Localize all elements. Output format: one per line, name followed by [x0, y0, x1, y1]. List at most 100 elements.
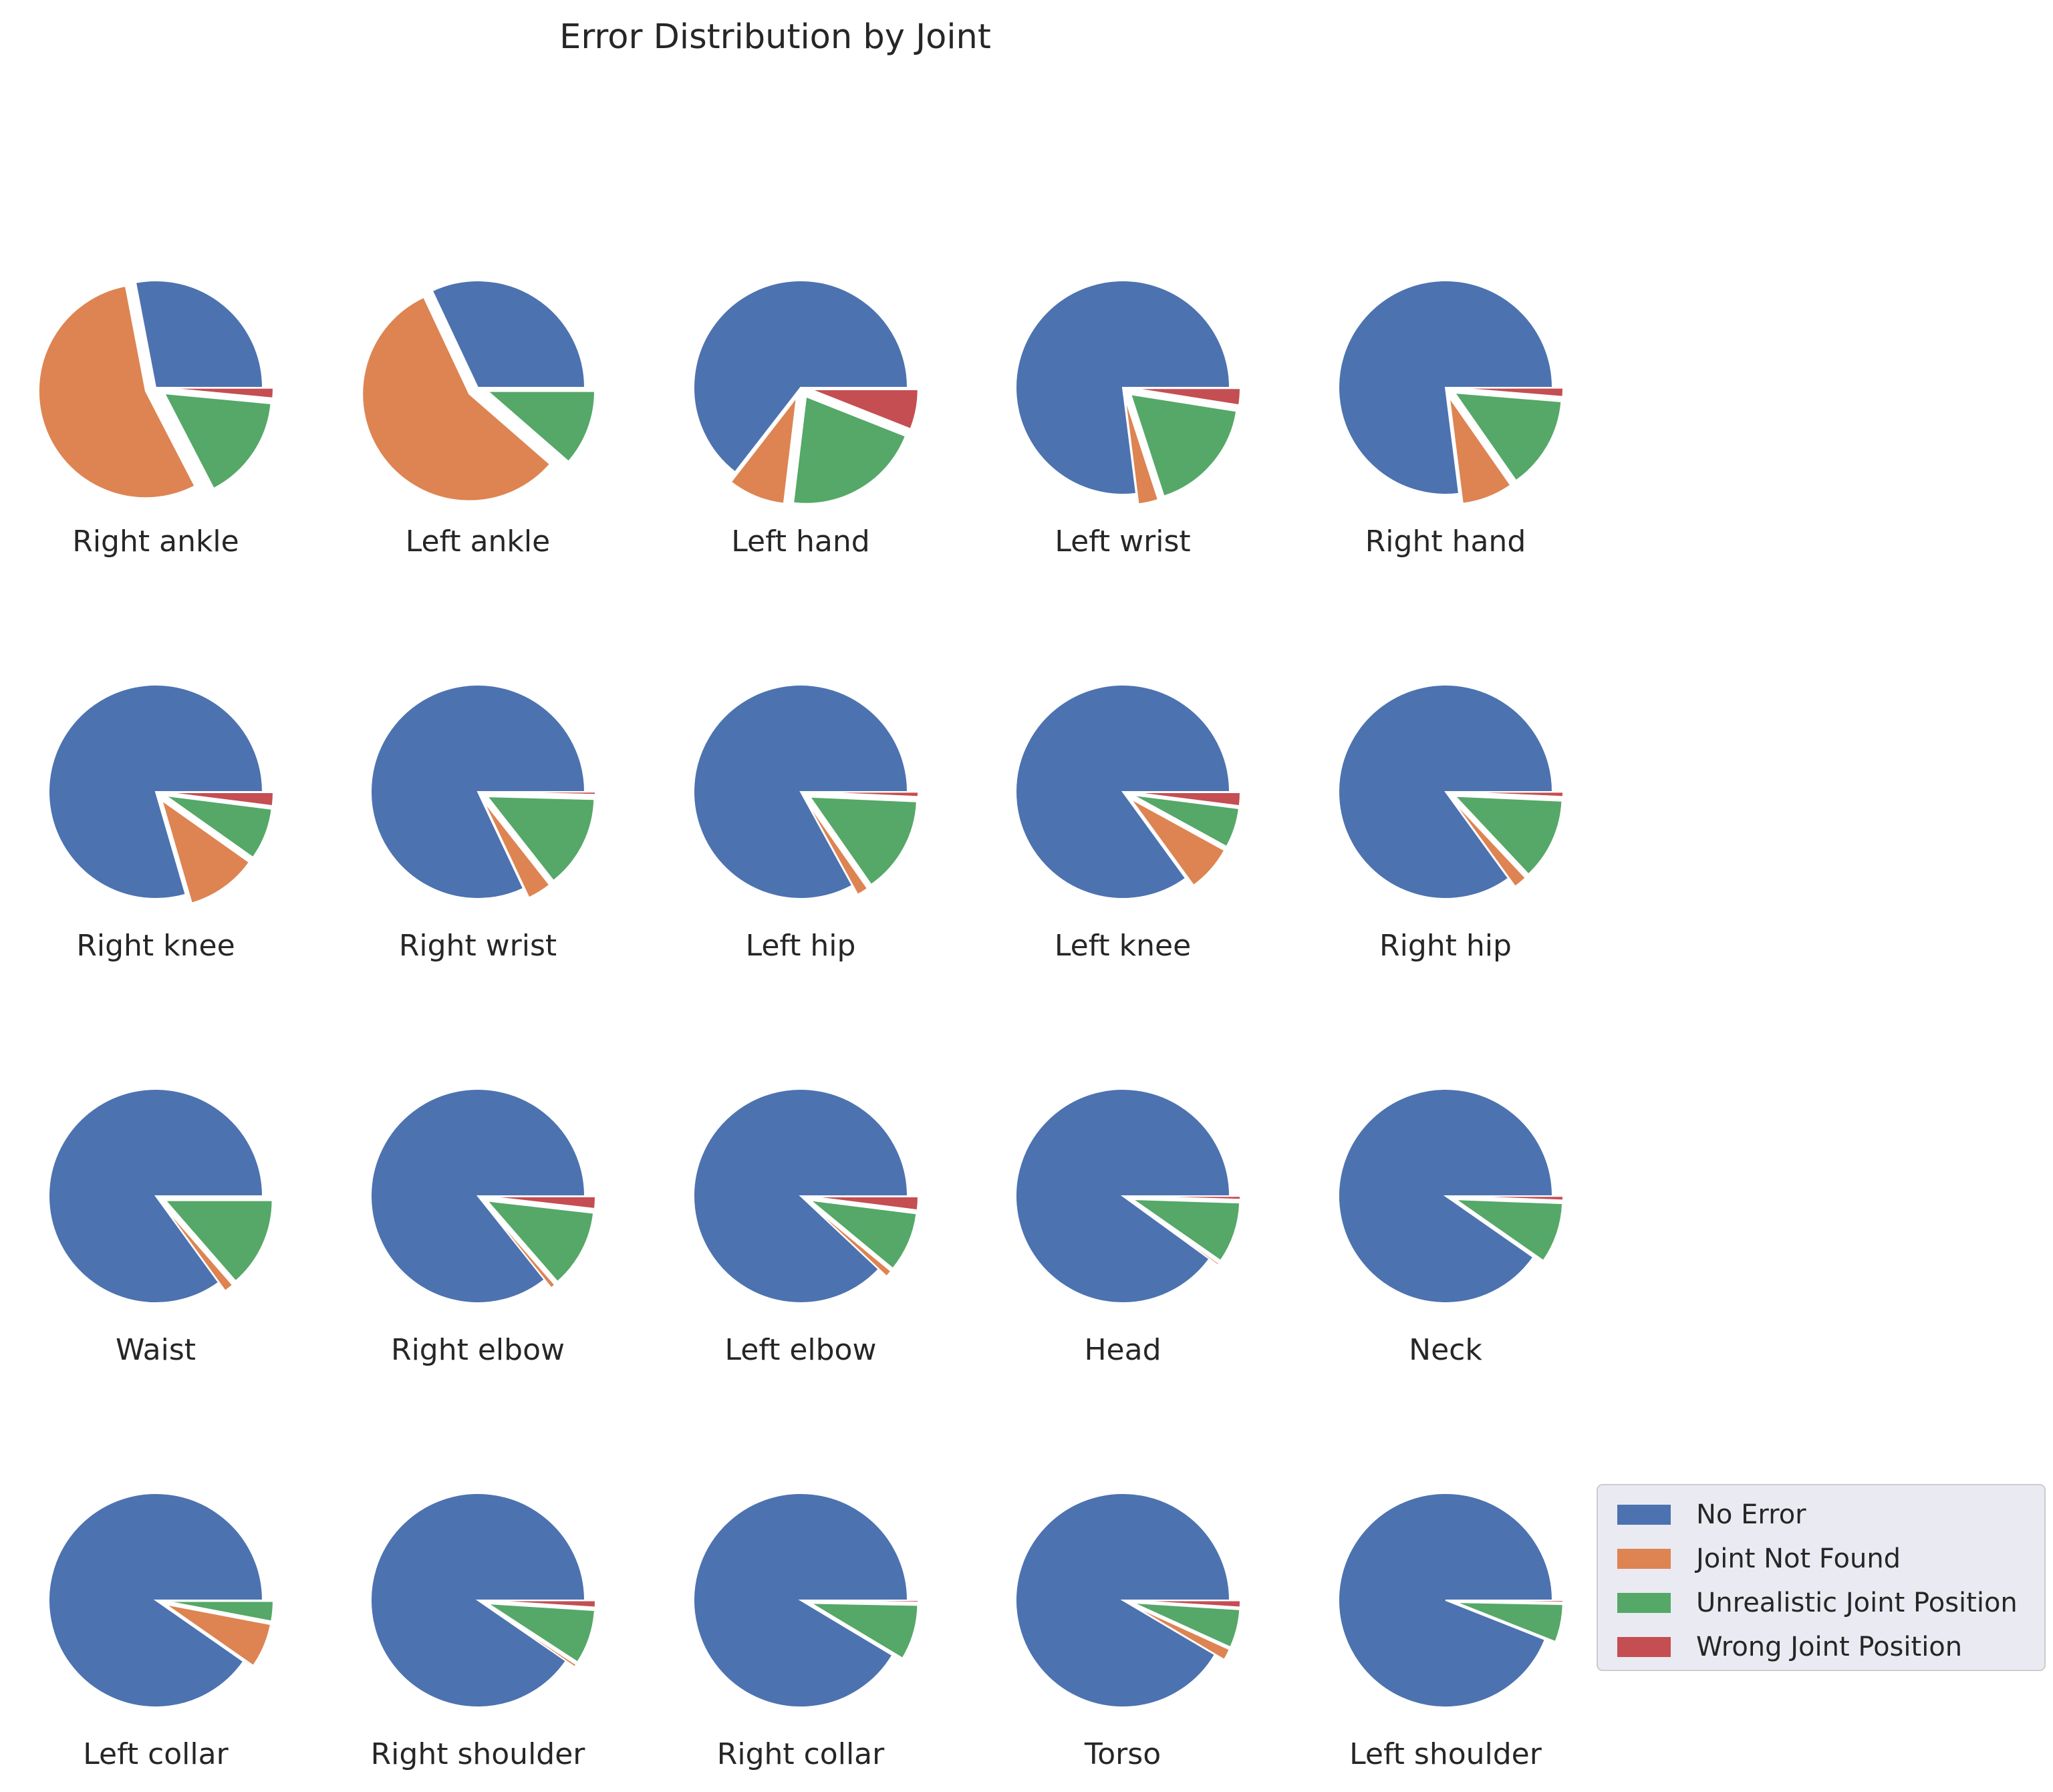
slice-left-hand-wrong-joint-position: [811, 388, 919, 430]
pie-label-torso: Torso: [1084, 1737, 1161, 1771]
pie-neck: Neck: [1338, 1088, 1564, 1367]
slice-left-knee-joint-not-found: [1130, 798, 1226, 887]
slice-right-hip-unrealistic-joint-position: [1454, 795, 1563, 875]
slice-neck-unrealistic-joint-position: [1453, 1198, 1564, 1262]
slice-right-wrist-joint-not-found: [483, 800, 551, 899]
legend-swatch-no-error: [1617, 1505, 1671, 1525]
slice-right-shoulder-joint-not-found: [486, 1606, 577, 1668]
slice-torso-wrong-joint-position: [1133, 1600, 1241, 1608]
pie-left-elbow: Left elbow: [693, 1088, 919, 1367]
slice-right-wrist-wrong-joint-position: [488, 791, 597, 796]
legend-swatch-unrealistic-joint-position: [1617, 1593, 1671, 1613]
slice-left-elbow-unrealistic-joint-position: [808, 1199, 918, 1270]
slice-head-no-error: [1015, 1088, 1231, 1304]
pie-label-left-hand: Left hand: [731, 525, 869, 559]
slice-head-unrealistic-joint-position: [1130, 1198, 1241, 1262]
pie-right-shoulder: Right shoulder: [370, 1493, 596, 1771]
slice-right-hip-no-error: [1338, 684, 1554, 899]
pie-label-right-elbow: Right elbow: [391, 1333, 565, 1367]
slice-left-collar-no-error: [48, 1493, 264, 1708]
slice-left-hand-no-error: [693, 279, 909, 473]
slice-left-hand-unrealistic-joint-position: [793, 396, 907, 504]
slice-right-hand-joint-not-found: [1448, 397, 1512, 504]
slice-left-ankle-unrealistic-joint-position: [486, 390, 595, 463]
pie-right-knee: Right knee: [48, 684, 274, 963]
slice-left-knee-no-error: [1015, 684, 1231, 899]
slice-left-hip-no-error: [693, 684, 909, 899]
slice-left-wrist-no-error: [1015, 280, 1231, 495]
slice-neck-wrong-joint-position: [1456, 1195, 1564, 1201]
slice-left-shoulder-no-error: [1338, 1492, 1554, 1708]
legend: No Error Joint Not Found Unrealistic Joint…: [1597, 1484, 2046, 1671]
slice-left-wrist-joint-not-found: [1124, 398, 1159, 505]
pie-label-right-hand: Right hand: [1365, 525, 1526, 559]
slice-right-hand-no-error: [1338, 280, 1554, 495]
pie-torso: Torso: [1015, 1493, 1241, 1771]
pie-left-hand: Left hand: [693, 279, 919, 559]
pie-label-right-hip: Right hip: [1379, 929, 1512, 963]
slice-right-ankle-no-error: [134, 280, 264, 388]
slice-right-elbow-unrealistic-joint-position: [485, 1200, 595, 1283]
pie-right-collar: Right collar: [693, 1492, 920, 1771]
legend-label-joint-not-found: Joint Not Found: [1694, 1543, 1901, 1574]
slice-left-collar-joint-not-found: [165, 1604, 272, 1667]
slice-right-collar-unrealistic-joint-position: [808, 1602, 919, 1660]
slice-right-shoulder-wrong-joint-position: [488, 1600, 596, 1608]
pie-right-ankle: Right ankle: [37, 280, 274, 559]
slice-left-ankle-no-error: [431, 280, 586, 388]
pie-label-neck: Neck: [1409, 1333, 1482, 1367]
slice-left-elbow-no-error: [693, 1088, 909, 1304]
slice-right-elbow-no-error: [370, 1088, 586, 1304]
slice-right-collar-wrong-joint-position: [811, 1600, 920, 1604]
slice-right-shoulder-unrealistic-joint-position: [485, 1602, 595, 1663]
slice-right-wrist-unrealistic-joint-position: [486, 796, 595, 882]
pie-label-right-ankle: Right ankle: [72, 525, 239, 559]
slice-right-ankle-joint-not-found: [37, 285, 196, 499]
slice-waist-unrealistic-joint-position: [164, 1199, 273, 1282]
pie-label-left-shoulder: Left shoulder: [1349, 1737, 1542, 1771]
slice-left-hand-joint-not-found: [730, 395, 798, 504]
pie-label-waist: Waist: [116, 1333, 196, 1367]
pie-left-wrist: Left wrist: [1015, 280, 1241, 559]
slice-right-ankle-unrealistic-joint-position: [163, 392, 272, 490]
legend-box: [1597, 1484, 2046, 1671]
legend-label-no-error: No Error: [1696, 1499, 1806, 1530]
slice-right-ankle-wrong-joint-position: [166, 387, 274, 399]
slice-left-hip-unrealistic-joint-position: [809, 796, 918, 886]
slice-right-hand-unrealistic-joint-position: [1453, 392, 1562, 482]
slice-left-elbow-joint-not-found: [808, 1202, 892, 1278]
slice-left-ankle-joint-not-found: [362, 296, 551, 502]
slice-right-knee-joint-not-found: [160, 798, 251, 904]
legend-label-wrong-joint-position: Wrong Joint Position: [1696, 1632, 1962, 1662]
pie-right-wrist: Right wrist: [370, 684, 597, 963]
slice-right-knee-unrealistic-joint-position: [165, 794, 273, 859]
slice-right-elbow-joint-not-found: [484, 1203, 556, 1289]
slice-left-knee-wrong-joint-position: [1133, 792, 1241, 807]
pie-label-left-wrist: Left wrist: [1055, 525, 1190, 559]
pie-left-ankle: Left ankle: [362, 280, 595, 559]
slice-left-collar-unrealistic-joint-position: [166, 1600, 274, 1622]
slice-right-elbow-wrong-joint-position: [488, 1195, 596, 1210]
slice-left-wrist-wrong-joint-position: [1133, 388, 1241, 406]
pie-left-collar: Left collar: [48, 1493, 274, 1771]
pie-label-left-elbow: Left elbow: [725, 1333, 877, 1367]
slice-torso-no-error: [1015, 1493, 1231, 1708]
pie-label-right-shoulder: Right shoulder: [371, 1737, 586, 1771]
slice-left-wrist-unrealistic-joint-position: [1129, 394, 1238, 497]
slice-left-hip-joint-not-found: [805, 800, 869, 896]
slice-left-elbow-wrong-joint-position: [811, 1196, 919, 1211]
pie-right-elbow: Right elbow: [370, 1088, 596, 1367]
pie-left-shoulder: Left shoulder: [1338, 1492, 1564, 1771]
slice-right-hand-wrong-joint-position: [1456, 387, 1564, 398]
pie-label-right-wrist: Right wrist: [399, 929, 557, 963]
pie-label-left-knee: Left knee: [1055, 929, 1191, 963]
pie-waist: Waist: [48, 1088, 273, 1367]
pie-head: Head: [1015, 1088, 1242, 1367]
slice-right-collar-no-error: [693, 1492, 909, 1708]
legend-swatch-joint-not-found: [1617, 1549, 1671, 1569]
slice-right-knee-wrong-joint-position: [166, 792, 274, 807]
pie-left-hip: Left hip: [693, 684, 920, 963]
pie-left-knee: Left knee: [1015, 684, 1241, 963]
legend-label-unrealistic-joint-position: Unrealistic Joint Position: [1696, 1588, 2018, 1618]
pies-group: Right ankle Left ankle Left hand Left wrist…: [37, 279, 1564, 1771]
